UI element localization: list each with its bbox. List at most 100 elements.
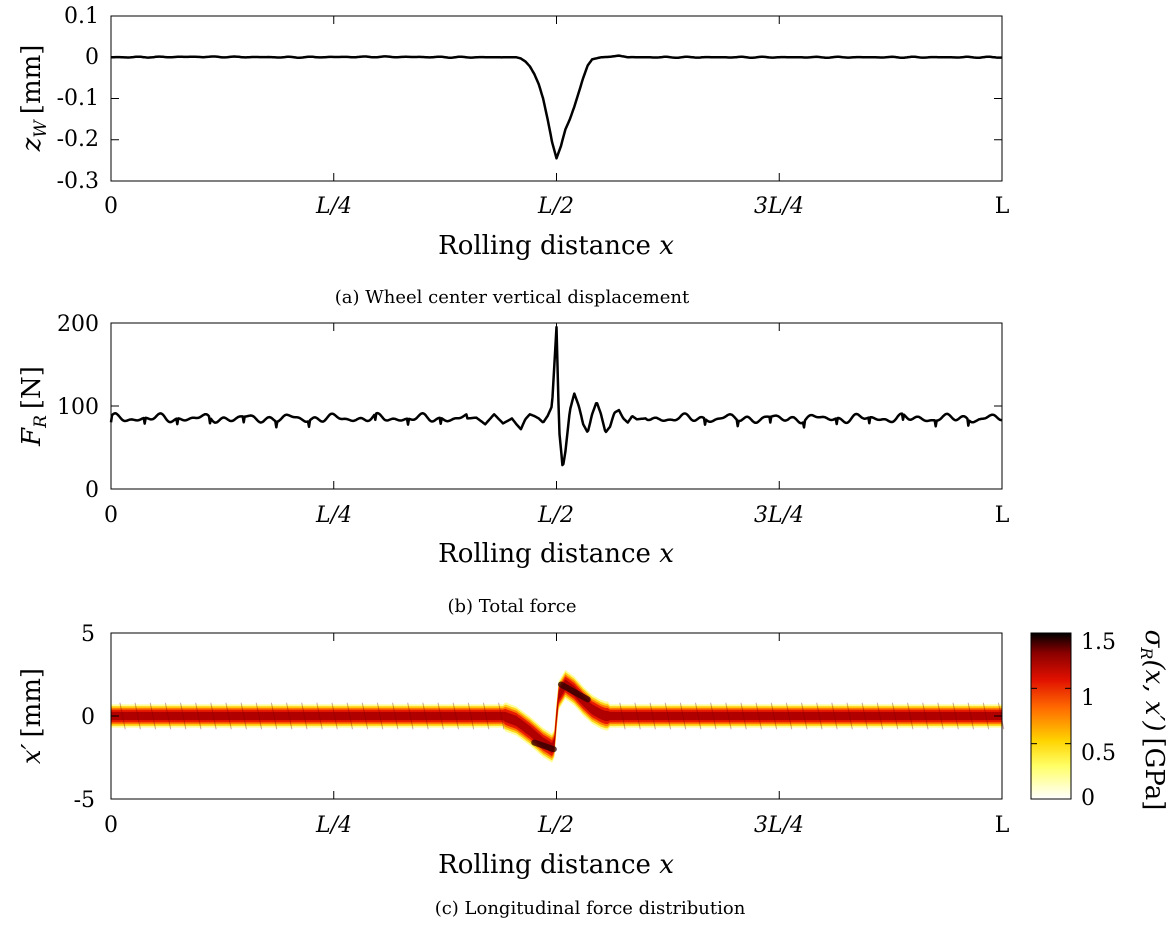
panel-c-caption: (c) Longitudinal force distribution — [435, 898, 746, 919]
panel-a-xtick-label: 0 — [104, 194, 118, 219]
panel-a-xtick-label: L/4 — [315, 194, 352, 219]
heatmap-texture-line — [922, 702, 929, 730]
panel-b-xtick-label: L/2 — [537, 503, 574, 528]
panel-a-xlabel: Rolling distance x — [438, 231, 674, 261]
panel-a-ytick-labels: 0.1 0 -0.1 -0.2 -0.3 — [57, 4, 99, 194]
panel-b-ylabel-sym: F — [17, 427, 47, 447]
panel-c-xlabel-var: x — [659, 850, 674, 880]
heatmap-texture-line — [482, 702, 490, 730]
heatmap-texture-line — [286, 702, 293, 730]
panel-c-ylabel: x′ [mm] — [17, 668, 47, 764]
colorbar-ticks — [1031, 632, 1071, 800]
panel-c-ticks — [110, 632, 1003, 800]
panel-c-xtick-labels: 0 L/4 L/2 3L/4 L — [104, 813, 1010, 838]
heatmap-texture-line — [831, 702, 838, 730]
heatmap-texture-line — [619, 702, 626, 730]
panel-a: 0.1 0 -0.1 -0.2 -0.3 0 L/4 L/2 3L/4 L Ro… — [17, 4, 1010, 308]
panel-a-ylabel-sym: z — [17, 137, 47, 152]
heatmap-texture-line — [801, 702, 808, 730]
panel-c-ytick-label: -5 — [74, 788, 95, 813]
heatmap-texture-line — [134, 702, 141, 730]
heatmap-texture-line — [407, 702, 414, 730]
panel-c-xlabel-text: Rolling distance — [438, 850, 651, 880]
heatmap-texture-line — [452, 702, 459, 730]
panel-b-xtick-label: 0 — [104, 503, 118, 528]
panel-a-ylabel-unit: [mm] — [17, 45, 47, 115]
heatmap-texture-line — [498, 702, 505, 730]
panel-b-caption: (b) Total force — [447, 596, 576, 617]
colorbar-tick-labels: 1.5 1 0.5 0 — [1081, 630, 1116, 811]
panel-b-xlabel-var: x — [659, 539, 674, 569]
panel-a-caption: (a) Wheel center vertical displacement — [335, 287, 690, 308]
heatmap-texture-line — [907, 702, 914, 730]
panel-c-ytick-label: 0 — [81, 705, 95, 730]
heatmap-texture-line — [982, 702, 990, 730]
heatmap-texture-line — [846, 702, 853, 730]
heatmap-texture-line — [695, 702, 702, 730]
colorbar-label-sub: R — [1137, 646, 1156, 659]
panel-c-ylabel-unit: [mm] — [17, 668, 47, 738]
panel-b-ytick-labels: 200 100 0 — [57, 312, 99, 503]
panel-a-xlabel-text: Rolling distance — [438, 231, 651, 261]
colorbar-tick-label: 0.5 — [1081, 741, 1116, 766]
panel-b-ytick-label: 0 — [85, 478, 99, 503]
heatmap-peak-streak — [557, 681, 591, 703]
panel-c-xtick-label: 3L/4 — [754, 813, 804, 838]
heatmap-band-layer — [111, 679, 1002, 754]
heatmap-texture-line — [649, 702, 656, 730]
heatmap-texture-line — [376, 702, 384, 730]
heatmap-texture-line — [255, 702, 263, 730]
heatmap-texture-line — [816, 702, 823, 730]
panel-a-ylabel: zW [mm] — [17, 45, 51, 153]
heatmap-texture-line — [180, 702, 187, 730]
panel-c-xtick-label: L/4 — [315, 813, 352, 838]
colorbar-gradient — [1030, 632, 1072, 800]
heatmap-texture-line — [725, 702, 732, 730]
panel-c-xtick-label: L — [995, 813, 1010, 838]
colorbar: 1.5 1 0.5 0 σR(x, x′) [GPa] — [1030, 630, 1169, 811]
heatmap-texture-line — [119, 702, 126, 730]
heatmap-texture-line — [740, 702, 747, 730]
heatmap-texture-line — [664, 702, 672, 730]
panel-b-ylabel-sub: R — [31, 415, 51, 429]
heatmap-texture-line — [861, 702, 868, 730]
heatmap-texture-line — [225, 702, 232, 730]
heatmap-texture-line — [891, 702, 899, 730]
panel-c: 5 0 -5 0 L/4 L/2 3L/4 L Rolling distance… — [17, 622, 1169, 919]
panel-b-ticks — [110, 322, 1003, 490]
heatmap-texture-line — [149, 702, 157, 730]
heatmap-texture-line — [301, 702, 308, 730]
colorbar-label-sym: σ — [1139, 630, 1169, 649]
panel-a-xtick-label: L — [995, 194, 1010, 219]
heatmap-texture-line — [679, 702, 687, 730]
heatmap-texture-line — [755, 702, 762, 730]
colorbar-tick-label: 1 — [1081, 686, 1095, 711]
panel-b-series-line — [109, 325, 1003, 467]
heatmap-texture-line — [210, 702, 217, 730]
heatmap-texture-line — [710, 702, 717, 730]
heatmap-texture-line — [467, 702, 475, 730]
panel-a-ylabel-sub: W — [31, 119, 51, 138]
panel-c-ylabel-sym: x′ — [17, 743, 47, 764]
heatmap-texture-line — [634, 702, 641, 730]
panel-a-series-line — [110, 54, 1003, 160]
heatmap-texture-line — [346, 702, 353, 730]
panel-b-xlabel: Rolling distance x — [438, 539, 674, 569]
heatmap-texture-line — [240, 702, 247, 730]
colorbar-label: σR(x, x′) [GPa] — [1137, 630, 1169, 811]
panel-c-heatmap — [111, 669, 1005, 763]
panel-b-xtick-label: L/4 — [315, 503, 352, 528]
panel-c-xtick-label: L/2 — [537, 813, 574, 838]
heatmap-peak-streak — [531, 739, 557, 753]
panel-a-xlabel-var: x — [659, 231, 674, 261]
heatmap-texture-line — [785, 702, 793, 730]
heatmap-texture-line — [195, 702, 202, 730]
panel-c-xlabel: Rolling distance x — [438, 850, 674, 880]
panel-b-xtick-label: 3L/4 — [754, 503, 804, 528]
panel-c-ytick-label: 5 — [81, 622, 95, 647]
heatmap-texture-line — [422, 702, 429, 730]
heatmap-texture-line — [331, 702, 338, 730]
heatmap-texture-line — [937, 702, 944, 730]
heatmap-texture-line — [392, 702, 399, 730]
heatmap-texture-line — [876, 702, 884, 730]
